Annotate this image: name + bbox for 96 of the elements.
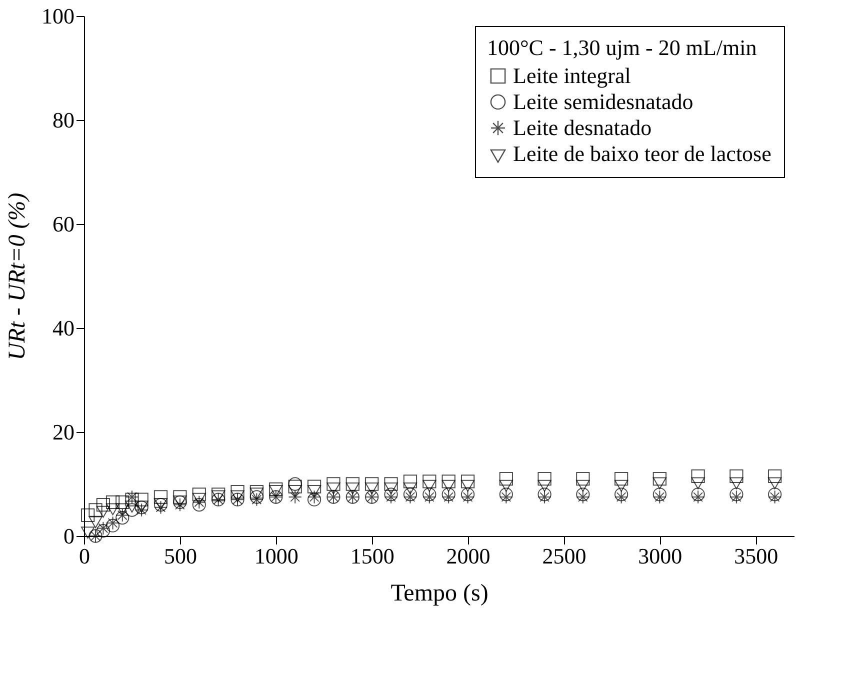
- point: [116, 495, 130, 510]
- point: [422, 490, 436, 504]
- point: [96, 524, 110, 538]
- point: [538, 488, 552, 502]
- point: [422, 474, 436, 488]
- legend-label: Leite semidesnatado: [513, 89, 694, 114]
- point: [307, 492, 322, 506]
- x-tick-label: 0: [79, 544, 90, 568]
- legend-label: Leite de baixo teor de lactose: [513, 141, 772, 166]
- point: [691, 469, 705, 484]
- point: [576, 490, 590, 504]
- point: [154, 490, 168, 504]
- point: [116, 508, 130, 522]
- y-tick-label: 0: [64, 524, 74, 548]
- point: [134, 492, 148, 506]
- point: [499, 472, 513, 486]
- point: [538, 472, 552, 486]
- point: [730, 488, 744, 502]
- point: [499, 490, 513, 504]
- point: [768, 490, 782, 504]
- x-tick-label: 3500: [734, 544, 778, 568]
- point: [652, 472, 666, 486]
- y-tick-label: 20: [52, 420, 74, 444]
- legend-label: Leite integral: [513, 63, 631, 88]
- point: [173, 490, 187, 504]
- point: [691, 490, 705, 504]
- point: [442, 474, 456, 488]
- y-tick-label: 60: [52, 212, 74, 236]
- y-tick-label: 80: [52, 108, 74, 132]
- point: [154, 500, 168, 514]
- point: [614, 490, 628, 504]
- point: [403, 488, 418, 502]
- point: [307, 490, 322, 504]
- point: [442, 488, 456, 502]
- point: [422, 488, 436, 502]
- point: [288, 480, 302, 494]
- point: [192, 488, 206, 502]
- point: [212, 488, 226, 502]
- y-tick-label: 100: [42, 4, 74, 28]
- point: [288, 477, 302, 491]
- point: [691, 488, 705, 502]
- point: [106, 518, 120, 532]
- point: [403, 490, 418, 504]
- y-axis-title: URt - URt=0 (%): [4, 192, 30, 360]
- point: [652, 488, 666, 502]
- point: [96, 498, 110, 512]
- point: [134, 503, 148, 517]
- point: [192, 498, 206, 512]
- point: [460, 474, 475, 488]
- point: [192, 495, 206, 510]
- point: [460, 488, 475, 502]
- point: [730, 490, 744, 504]
- point: [614, 472, 628, 486]
- legend-label: Leite desnatado: [513, 115, 652, 140]
- point: [250, 484, 264, 499]
- point: [125, 503, 139, 517]
- point: [250, 490, 264, 504]
- legend-title: 100°C - 1,30 ujm - 20 mL/min: [487, 35, 757, 60]
- point: [269, 482, 283, 496]
- point: [460, 490, 475, 504]
- point: [403, 474, 418, 488]
- point: [652, 490, 666, 504]
- point: [384, 477, 398, 491]
- point: [106, 495, 120, 510]
- point: [768, 469, 782, 484]
- x-tick-label: 500: [164, 544, 197, 568]
- point: [365, 477, 379, 491]
- x-tick-label: 3000: [638, 544, 682, 568]
- point: [499, 488, 513, 502]
- point: [116, 510, 130, 525]
- point: [346, 477, 360, 491]
- point: [538, 490, 552, 504]
- point: [326, 477, 340, 491]
- point: [384, 490, 398, 504]
- point: [442, 490, 456, 504]
- point: [288, 490, 302, 504]
- point: [307, 480, 322, 494]
- point: [768, 488, 782, 502]
- point: [173, 498, 187, 512]
- point: [576, 472, 590, 486]
- point: [88, 503, 102, 517]
- point: [730, 469, 744, 484]
- x-axis-title: Tempo (s): [390, 580, 488, 606]
- point: [125, 490, 139, 504]
- point: [81, 508, 95, 522]
- point: [384, 488, 398, 502]
- x-tick-label: 2500: [542, 544, 586, 568]
- y-tick-label: 40: [52, 316, 74, 340]
- point: [230, 484, 244, 499]
- x-tick-label: 2000: [446, 544, 490, 568]
- point: [125, 492, 139, 506]
- point: [250, 492, 264, 506]
- x-tick-label: 1500: [350, 544, 394, 568]
- x-tick-label: 1000: [254, 544, 298, 568]
- point: [576, 488, 590, 502]
- point: [614, 488, 628, 502]
